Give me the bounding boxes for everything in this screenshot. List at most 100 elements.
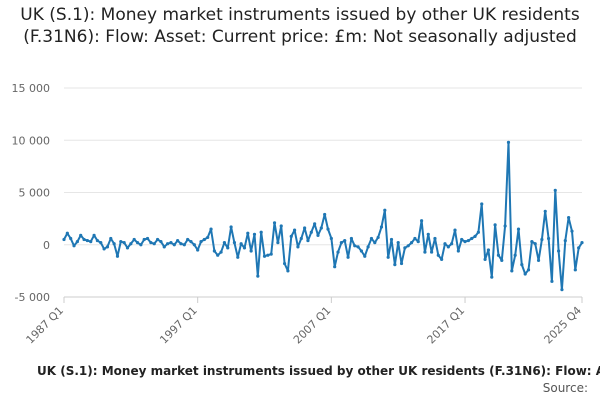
data-point (343, 238, 347, 243)
legend-label: UK (S.1): Money market instruments issue… (37, 364, 600, 378)
y-tick-label: 10 000 (12, 134, 51, 147)
data-point (363, 254, 367, 258)
data-point (530, 240, 534, 244)
data-point (500, 258, 504, 263)
data-point (75, 240, 79, 244)
data-point (373, 241, 377, 245)
data-point (82, 237, 86, 242)
data-point (516, 227, 521, 231)
data-point (69, 236, 73, 241)
data-point (289, 234, 293, 238)
data-point (303, 226, 307, 230)
data-point (570, 229, 574, 233)
data-point (309, 230, 313, 234)
chart-title: UK (S.1): Money market instruments issue… (20, 5, 580, 47)
data-point (292, 228, 297, 232)
data-point (65, 231, 69, 235)
data-point (366, 245, 370, 249)
series-layer (62, 140, 584, 292)
data-point (336, 250, 340, 254)
data-point (79, 233, 83, 237)
data-point (112, 242, 116, 246)
data-point (379, 225, 384, 229)
data-point (473, 234, 477, 238)
data-point (463, 240, 467, 244)
data-point (580, 241, 584, 245)
data-point (446, 245, 450, 249)
data-point (396, 241, 400, 245)
data-point (533, 242, 537, 246)
data-point (316, 233, 320, 237)
data-point (162, 245, 166, 249)
data-point (540, 237, 544, 242)
data-point (102, 247, 106, 251)
data-point (246, 231, 250, 235)
data-point (476, 230, 480, 234)
data-point (399, 261, 404, 266)
data-point (470, 236, 474, 241)
x-tick-label: 2007 Q1 (291, 304, 334, 347)
data-point (212, 249, 216, 253)
data-point (553, 188, 557, 193)
data-point (413, 236, 417, 241)
data-point (567, 215, 571, 220)
data-point (196, 248, 200, 252)
data-point (216, 253, 220, 257)
data-point (466, 238, 470, 243)
data-point (409, 241, 414, 245)
data-point (282, 261, 287, 266)
data-point (356, 245, 360, 249)
data-point (430, 250, 434, 254)
data-point (349, 236, 354, 241)
data-point (192, 243, 196, 247)
data-point (142, 237, 146, 242)
data-point (550, 279, 554, 283)
data-point (95, 238, 100, 243)
data-point (155, 237, 160, 242)
data-point (369, 236, 374, 241)
data-point (125, 246, 130, 250)
data-point (359, 249, 364, 253)
data-point (206, 235, 210, 240)
data-point (329, 236, 333, 241)
data-point (483, 257, 487, 261)
series-line (63, 141, 583, 291)
data-point (99, 241, 103, 245)
data-point (453, 228, 457, 232)
data-point (419, 219, 424, 223)
data-point (493, 223, 497, 227)
data-point (236, 255, 240, 259)
data-point (242, 246, 247, 250)
data-point (222, 241, 227, 245)
data-point (152, 242, 156, 246)
y-tick-label: 0 (43, 239, 50, 252)
data-point (386, 255, 390, 259)
legend: UK (S.1): Money market instruments issue… (0, 362, 600, 380)
data-point (266, 253, 270, 257)
x-tick-label: 1987 Q1 (24, 304, 67, 347)
data-point (456, 249, 460, 253)
data-point (383, 208, 387, 212)
data-point (376, 235, 380, 240)
data-point (219, 250, 223, 254)
data-point (89, 240, 93, 244)
data-point (496, 253, 501, 257)
data-point (560, 288, 564, 292)
data-point (232, 241, 237, 245)
data-point (226, 246, 230, 250)
data-point (443, 242, 447, 246)
data-point (132, 237, 136, 242)
data-point (249, 249, 253, 253)
data-point (85, 238, 89, 243)
data-point (72, 244, 76, 248)
data-point (262, 254, 267, 258)
data-point (563, 238, 567, 243)
data-point (276, 241, 280, 245)
data-point (145, 236, 150, 241)
data-point (186, 237, 190, 242)
data-point (577, 246, 581, 250)
data-point (450, 242, 454, 246)
data-point (460, 237, 464, 242)
x-axis: 1987 Q1 1997 Q1 2007 Q1 2017 Q1 2025 Q4 (24, 296, 584, 347)
